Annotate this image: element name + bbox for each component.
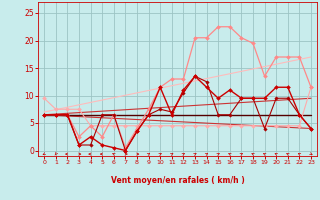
X-axis label: Vent moyen/en rafales ( km/h ): Vent moyen/en rafales ( km/h ) [111, 176, 244, 185]
